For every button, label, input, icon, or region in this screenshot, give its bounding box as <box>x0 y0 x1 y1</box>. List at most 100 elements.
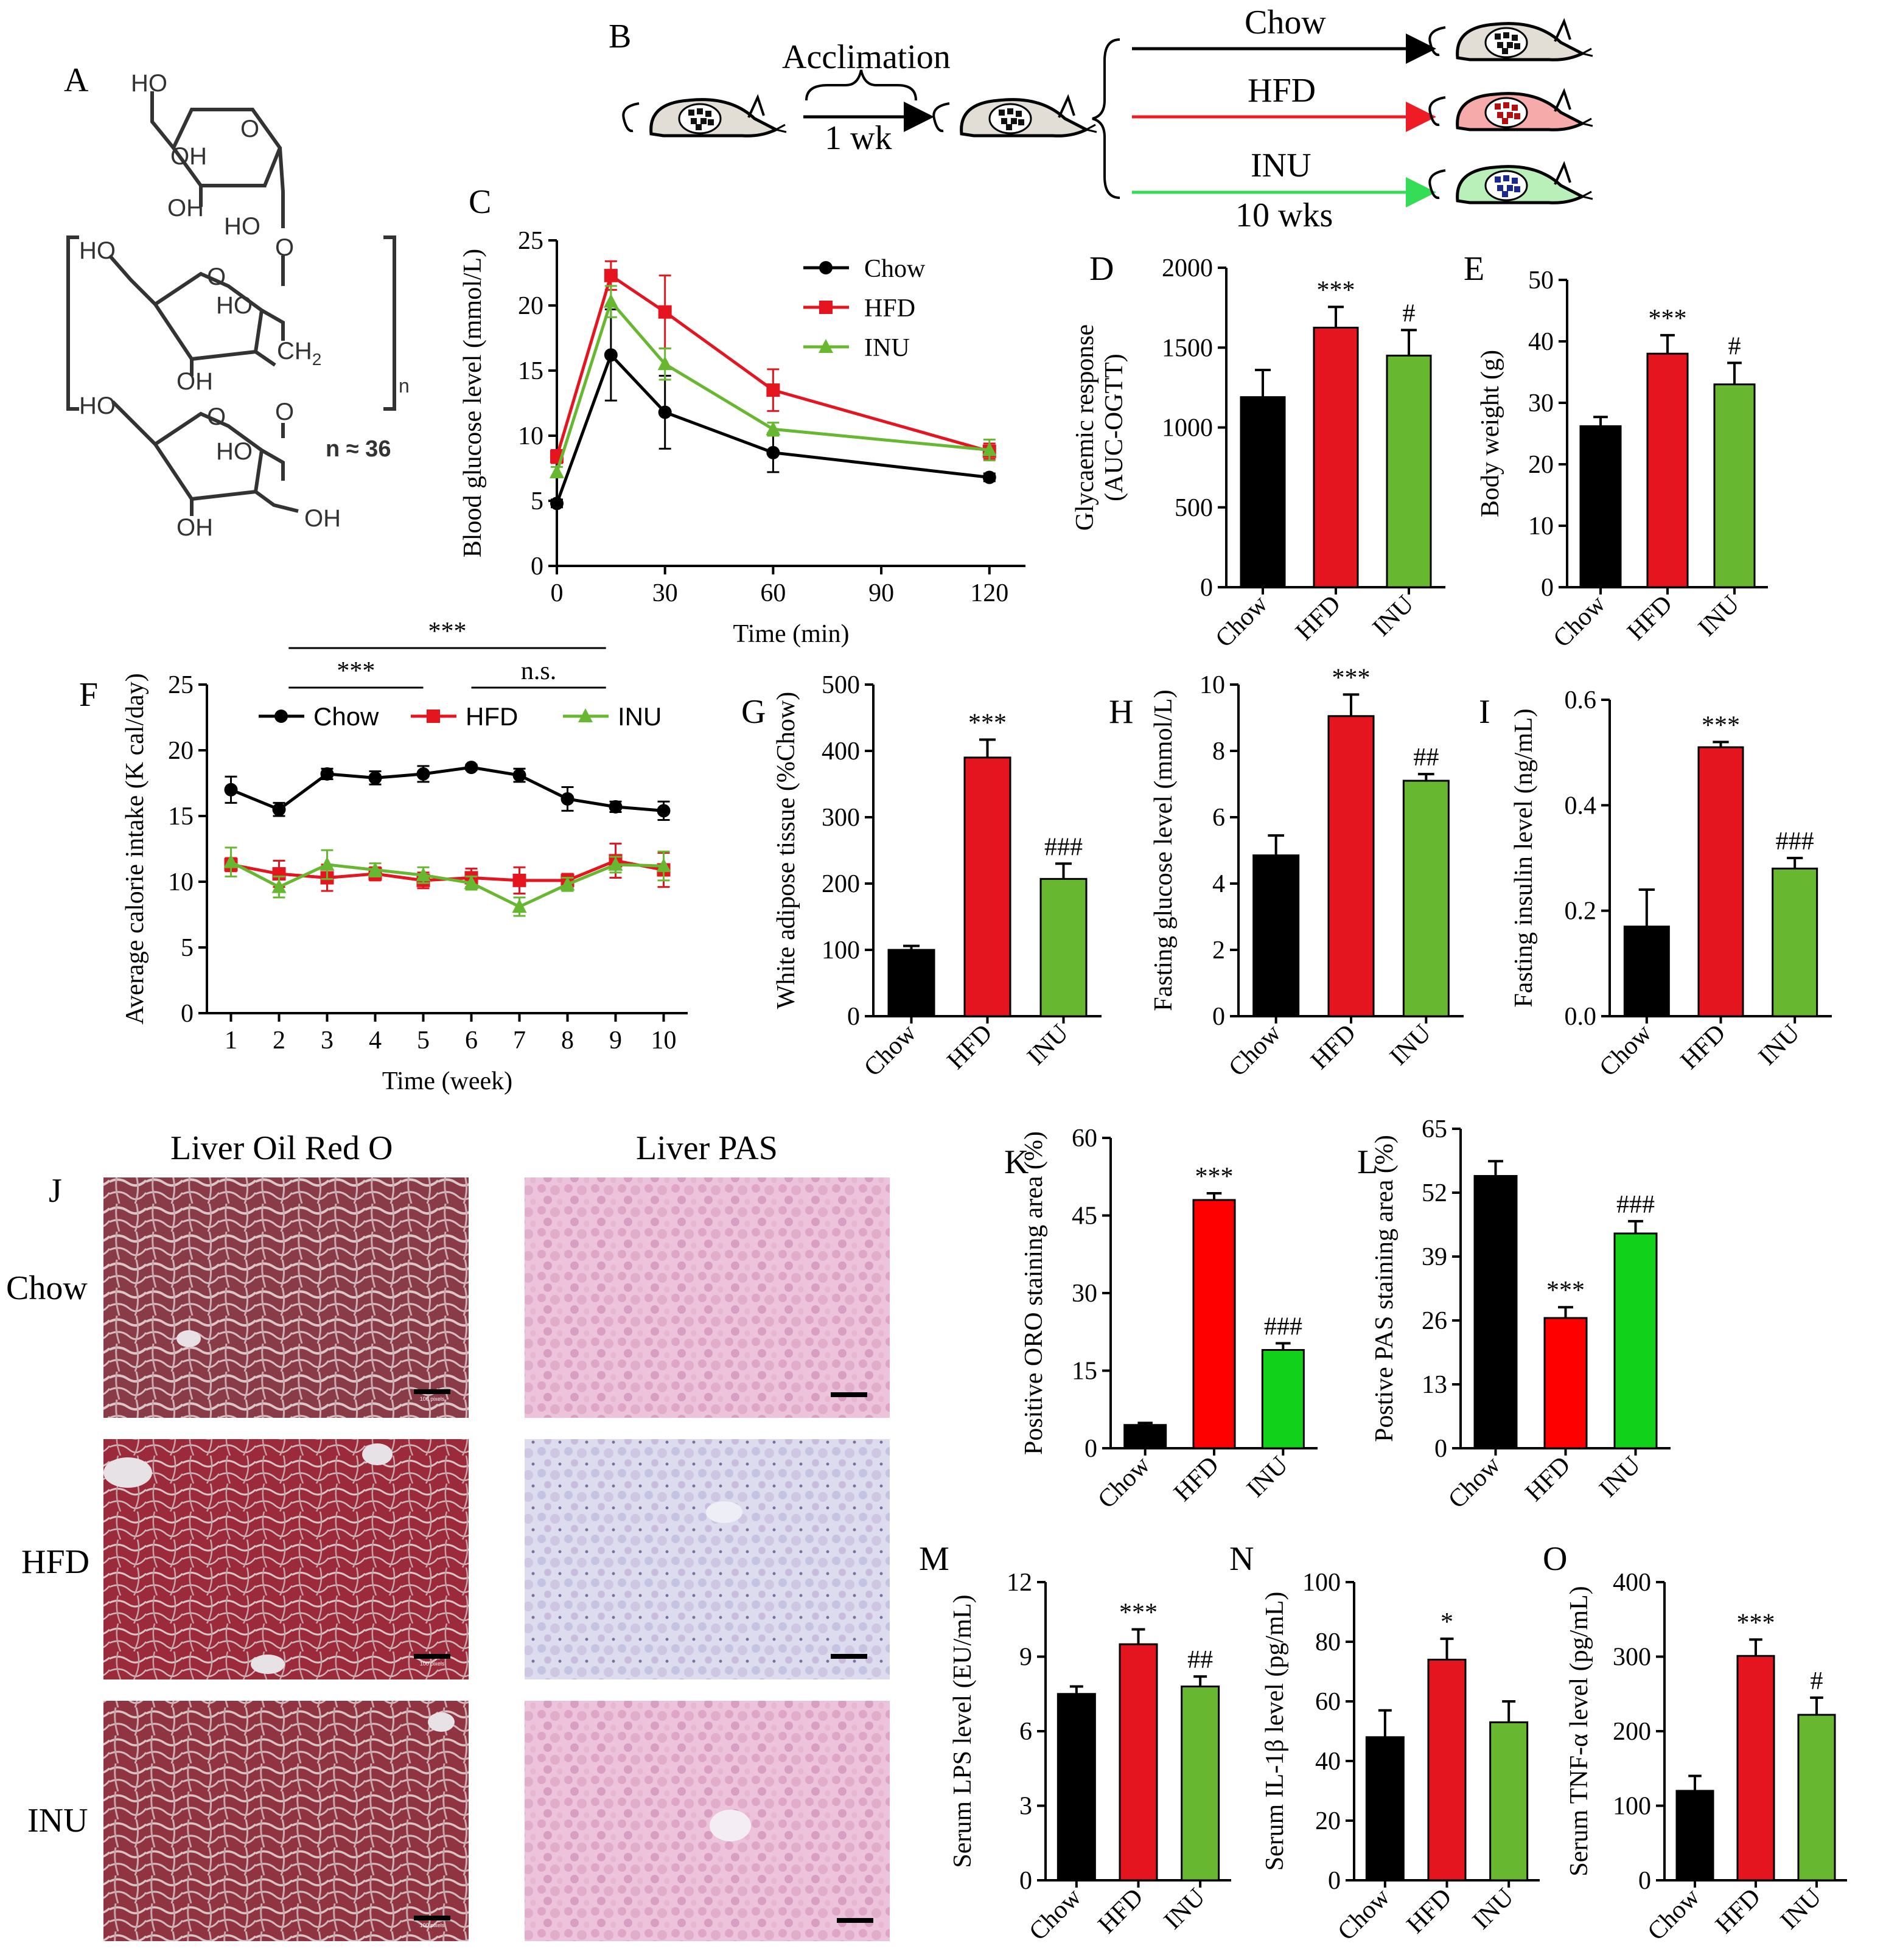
acclimation-label: Acclimation <box>782 38 951 76</box>
scale-bar <box>414 1389 450 1394</box>
x-tick-label: HFD <box>1290 590 1346 646</box>
y-tick-label: 10 <box>518 422 543 450</box>
marker-triangle <box>578 708 593 722</box>
y-tick-label: 400 <box>1613 1569 1651 1597</box>
chart-O: 0 100 200 300 400 Serum TNF-α level (pg/mL) Ch… <box>1565 1569 1847 1946</box>
bar <box>1543 1317 1588 1449</box>
significance-marker: ## <box>1413 744 1439 772</box>
panel-label: L <box>1357 1143 1378 1181</box>
x-tick-label: INU <box>1775 1883 1827 1935</box>
bar <box>1192 1199 1236 1449</box>
hydroxyl-label: HO <box>79 392 116 419</box>
x-tick-label: Chow <box>1210 590 1274 653</box>
gut-bacteria <box>700 118 707 124</box>
marker-triangle <box>982 442 997 456</box>
y-axis-title: Blood glucose level (mmol/L) <box>459 249 487 557</box>
mouse-tail <box>1428 26 1446 57</box>
chow-group-label: Chow <box>1245 4 1326 41</box>
x-tick-label: Chow <box>1223 1019 1287 1082</box>
marker-circle <box>766 445 780 459</box>
y-tick-label: 26 <box>1422 1307 1447 1335</box>
y-tick-label: 200 <box>822 870 860 898</box>
significance-marker: *** <box>1332 664 1371 692</box>
y-tick-label: 0 <box>1019 1867 1032 1895</box>
significance-marker: ### <box>1044 833 1083 861</box>
x-tick-label: Chow <box>1643 1883 1706 1946</box>
inu-group-label: INU <box>1251 147 1311 184</box>
x-tick-label: INU <box>1753 1019 1805 1071</box>
histology-row-label: HFD <box>21 1543 89 1581</box>
ring-oxygen: O <box>207 403 226 430</box>
scale-bar-text: 100 pixels <box>420 1922 445 1928</box>
marker-square <box>658 305 672 319</box>
panel-label: K <box>1004 1143 1029 1181</box>
scale-bar <box>414 1654 450 1659</box>
x-tick-label: Chow <box>1024 1883 1087 1946</box>
x-tick-label: HFD <box>1675 1019 1731 1075</box>
significance-label: n.s. <box>521 657 556 685</box>
y-axis-title: Postive PAS staining area (%) <box>1371 1135 1399 1442</box>
marker-circle <box>224 783 238 797</box>
y-tick-label: 2000 <box>1162 254 1213 282</box>
y-tick-label: 30 <box>1528 389 1554 417</box>
mouse-icon <box>1428 18 1593 61</box>
histology-col-title: Liver Oil Red O <box>170 1129 393 1167</box>
mouse-tail <box>932 102 950 133</box>
marker-triangle <box>560 876 575 891</box>
gut-bacteria <box>1497 112 1503 118</box>
y-tick-label: 15 <box>168 803 194 831</box>
x-tick-label: INU <box>1022 1019 1074 1071</box>
mouse-illustrations <box>622 18 1593 204</box>
gut-bacteria <box>1001 118 1007 124</box>
panel-label: A <box>64 61 89 99</box>
y-tick-label: 52 <box>1422 1179 1447 1207</box>
gut-bacteria <box>1495 103 1501 110</box>
y-tick-label: 25 <box>518 227 543 255</box>
gut-bacteria <box>1497 42 1503 48</box>
histology-image-oro-hfd <box>103 1439 469 1679</box>
bridge-oxygen: O <box>275 399 294 425</box>
mouse-ear <box>747 94 765 118</box>
x-tick-label: INU <box>1159 1883 1210 1935</box>
gut-bacteria <box>1512 35 1518 41</box>
gut-bacteria <box>1497 185 1503 191</box>
bar <box>1181 1686 1220 1882</box>
gut-bacteria <box>1495 33 1501 40</box>
marker-triangle <box>550 464 564 478</box>
x-tick-label: HFD <box>1305 1019 1361 1075</box>
y-axis-title: Positive ORO staining area (%) <box>1020 1131 1048 1455</box>
bar <box>1613 1232 1658 1449</box>
hydroxyl-label: OH <box>170 143 207 170</box>
x-tick-label: HFD <box>1710 1883 1766 1939</box>
panel-label: D <box>1089 250 1114 288</box>
mouse-ear <box>1058 94 1075 118</box>
x-tick-label: INU <box>1467 1883 1519 1935</box>
gut-bacteria <box>1507 112 1513 118</box>
x-tick-label: 6 <box>465 1027 478 1055</box>
mouse-icon <box>622 94 787 138</box>
significance-marker: *** <box>1317 276 1355 304</box>
marker-triangle <box>271 879 287 893</box>
histology-image-pas-inu <box>525 1701 890 1941</box>
significance-marker: *** <box>968 709 1007 737</box>
gut-bacteria <box>1011 118 1017 124</box>
significance-marker: *** <box>1649 305 1687 333</box>
mouse-whisker <box>1582 117 1593 127</box>
y-tick-label: 1000 <box>1162 414 1213 442</box>
mouse-whisker <box>1086 124 1097 133</box>
y-tick-label: 60 <box>1072 1125 1097 1153</box>
y-tick-label: 9 <box>1019 1644 1032 1672</box>
marker-circle <box>416 767 430 781</box>
significance-marker: ### <box>1264 1313 1302 1341</box>
gut-bacteria <box>1512 105 1518 111</box>
significance-marker: ## <box>1187 1646 1213 1674</box>
panel-label: N <box>1229 1540 1254 1578</box>
x-tick-label: 3 <box>321 1027 334 1055</box>
marker-circle <box>561 792 575 806</box>
panel-label: O <box>1543 1540 1567 1578</box>
y-tick-label: 0 <box>847 1003 860 1031</box>
y-axis-title: Body weight (g) <box>1476 350 1504 517</box>
y-axis-title: Fasting glucose level (mmol/L) <box>1150 689 1178 1011</box>
y-tick-label: 50 <box>1528 267 1554 295</box>
